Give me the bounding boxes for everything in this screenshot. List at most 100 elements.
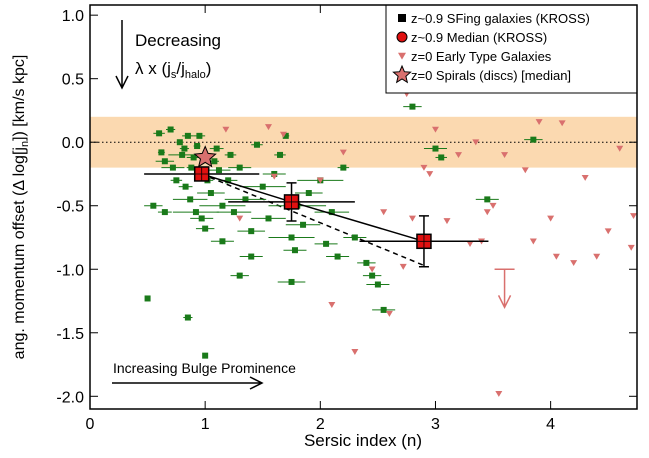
x-tick-label: 2 (316, 416, 325, 433)
data-point (408, 215, 416, 222)
data-point (431, 126, 439, 133)
data-point (264, 124, 272, 131)
data-point (328, 302, 336, 308)
annotation-part: ) (206, 59, 212, 78)
x-tick-label: 0 (86, 416, 95, 433)
data-point (484, 196, 491, 203)
data-point (161, 158, 168, 165)
legend-box (385, 4, 638, 94)
annotation-sub: s (171, 69, 177, 81)
legend-symbol (398, 14, 406, 22)
data-point (530, 136, 537, 143)
data-point (156, 130, 163, 137)
data-point (184, 314, 191, 321)
data-point (300, 221, 307, 228)
legend-label: z~0.9 Median (KROSS) (411, 30, 547, 45)
data-point (176, 139, 183, 146)
data-point (340, 164, 347, 171)
data-point (558, 120, 566, 127)
data-point (225, 177, 232, 184)
annotation-part: λ x (j (135, 59, 171, 78)
data-point (196, 132, 203, 139)
data-point (328, 209, 335, 216)
data-point (604, 228, 612, 235)
y-label-part: ]) [km/s kpc] (11, 55, 28, 141)
annotation: Increasing Bulge Prominence (113, 360, 296, 376)
data-point (242, 196, 249, 203)
data-point (219, 238, 226, 245)
data-point (380, 306, 387, 313)
data-point (369, 272, 376, 279)
legend-symbol (398, 52, 406, 60)
data-point (438, 154, 445, 161)
data-point (630, 213, 638, 220)
legend-label: z=0 Early Type Galaxies (411, 49, 552, 64)
data-point (179, 151, 186, 158)
median-grid (416, 234, 431, 249)
y-tick-label: 0.0 (62, 135, 84, 152)
dashed-line (201, 173, 425, 267)
median-grid (194, 166, 209, 181)
data-point (161, 209, 168, 216)
legend-symbol (392, 64, 412, 84)
x-axis-label: Sersic index (n) (304, 431, 422, 450)
data-point (521, 167, 529, 174)
data-point (207, 190, 214, 197)
data-point (219, 202, 226, 209)
data-point (593, 253, 601, 260)
data-point (535, 119, 543, 126)
data-point (259, 183, 266, 190)
data-point (627, 244, 635, 251)
data-point (248, 253, 255, 260)
data-point (211, 158, 218, 165)
legend-label: z~0.9 SFing galaxies (KROSS) (411, 11, 590, 26)
data-point (351, 349, 359, 355)
data-point (616, 145, 624, 152)
data-point (215, 167, 222, 174)
data-point (188, 164, 195, 171)
data-point (380, 209, 388, 216)
median-grid (284, 194, 299, 209)
data-point (420, 164, 428, 171)
data-point (443, 218, 451, 225)
data-point (368, 266, 376, 273)
data-point (529, 238, 537, 245)
data-point (426, 171, 434, 178)
data-point (190, 154, 197, 161)
data-point (581, 174, 589, 181)
annotation: Decreasing (135, 31, 221, 50)
plot-frame (89, 4, 638, 410)
data-point (193, 145, 217, 168)
data-point (248, 228, 255, 235)
data-point (236, 272, 243, 279)
data-point (198, 215, 205, 222)
data-point (181, 145, 188, 152)
data-point (182, 183, 189, 190)
x-tick-label: 4 (546, 416, 555, 433)
data-point (270, 173, 278, 180)
data-point (363, 259, 370, 266)
data-point (552, 253, 560, 260)
data-point (167, 126, 174, 133)
upper-limit (494, 268, 515, 310)
data-point (409, 103, 416, 110)
data-point (455, 152, 463, 159)
data-point (385, 310, 393, 317)
y-tick-label: -1.0 (56, 262, 84, 279)
data-point (323, 240, 330, 247)
y-tick-label: 0.5 (62, 72, 84, 89)
data-point (501, 152, 509, 159)
data-point (202, 225, 209, 232)
arrow (115, 20, 129, 90)
legend-symbol (396, 31, 408, 43)
data-point (489, 202, 497, 209)
data-point (305, 190, 312, 197)
data-point (230, 209, 237, 216)
data-point (222, 126, 230, 133)
annotation: λ x (js/jhalo) (135, 59, 211, 81)
data-point (432, 145, 439, 152)
y-tick-label: 1.0 (62, 8, 84, 25)
data-point (213, 145, 220, 152)
